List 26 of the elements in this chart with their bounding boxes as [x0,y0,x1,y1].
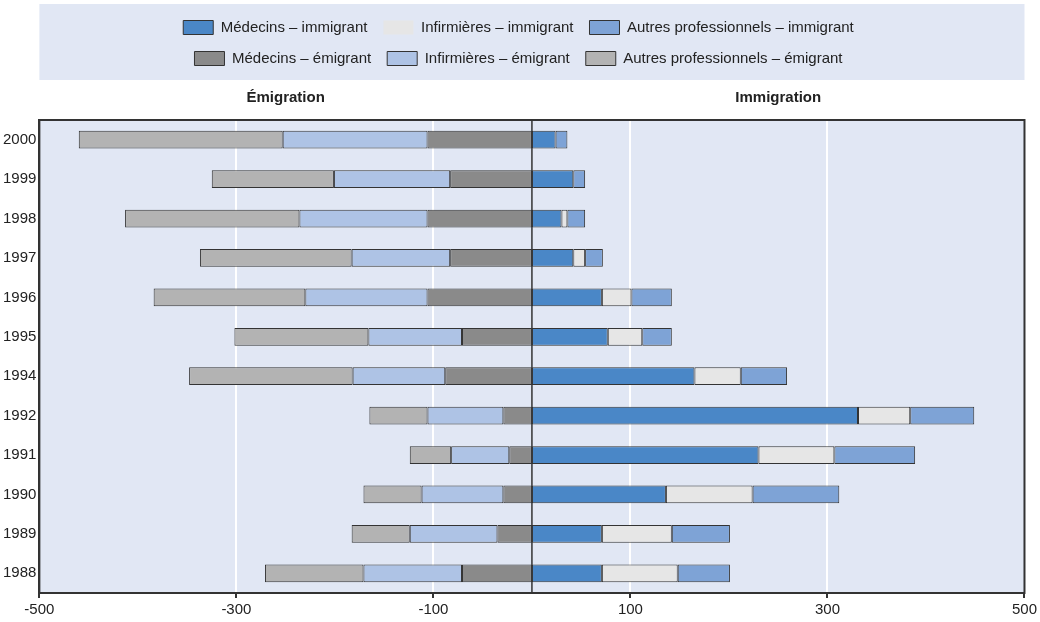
x-tick-label: -500 [24,600,55,618]
y-tick-label: 1994 [2,366,37,384]
y-tick-label: 1998 [2,208,37,226]
x-tick-label: -300 [221,600,252,618]
legend-label: Médecins – immigrant [220,17,369,35]
y-tick-label: 1990 [2,484,37,502]
y-tick-label: 2000 [2,129,37,147]
legend-label: Infirmières – immigrant [420,17,575,35]
y-tick-label: 1999 [2,169,37,187]
x-tick-label: -100 [418,600,449,618]
y-tick-label: 1991 [2,445,37,463]
y-tick-label: 1988 [2,563,37,581]
legend-label: Autres professionnels – immigrant [626,17,855,35]
legend-label: Autres professionnels – émigrant [623,48,844,66]
x-tick-label: 500 [1011,600,1037,618]
text: Émigration [246,88,325,106]
y-tick-label: 1989 [2,524,37,542]
x-tick-label: 300 [814,600,840,618]
y-tick-label: 1992 [2,405,37,423]
y-tick-label: 1995 [2,326,37,344]
legend-label: Infirmières – émigrant [424,48,571,66]
y-tick-label: 1997 [2,248,37,266]
text: Immigration [735,88,822,106]
x-tick-label: 100 [617,600,643,618]
y-tick-label: 1996 [2,287,37,305]
legend-label: Médecins – émigrant [231,48,373,66]
